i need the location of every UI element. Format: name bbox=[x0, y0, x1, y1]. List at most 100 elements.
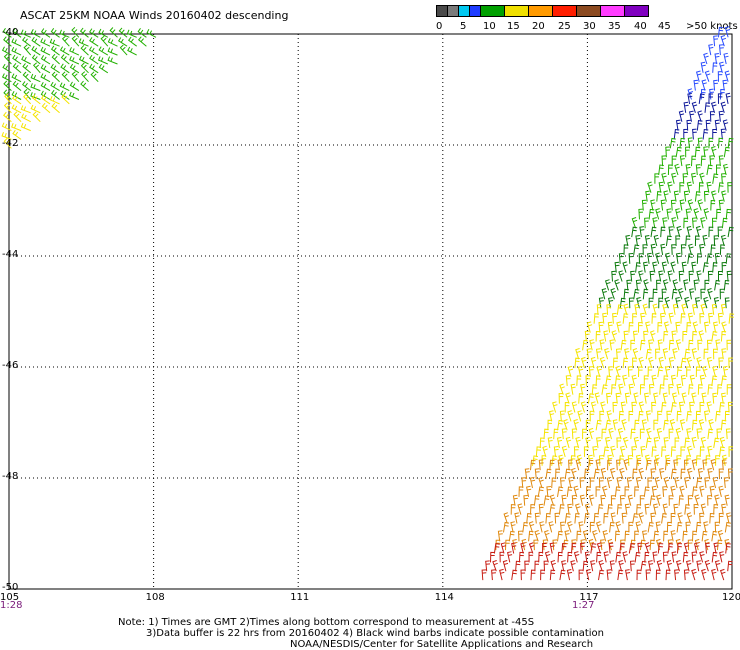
wind-barb bbox=[710, 244, 716, 255]
wind-barb bbox=[127, 46, 137, 56]
wind-barb bbox=[608, 297, 614, 309]
wind-barb bbox=[40, 81, 51, 92]
wind-barb bbox=[652, 303, 658, 315]
wind-barb bbox=[702, 128, 709, 140]
wind-barb bbox=[71, 26, 80, 38]
wind-barb bbox=[632, 468, 638, 480]
wind-barb bbox=[617, 427, 624, 440]
wind-barb bbox=[695, 225, 702, 238]
wind-barb bbox=[699, 313, 705, 324]
wind-barb bbox=[685, 560, 692, 572]
wind-barb bbox=[686, 119, 692, 131]
wind-barb bbox=[719, 88, 725, 100]
wind-barb bbox=[712, 173, 719, 184]
wind-barb bbox=[51, 53, 60, 65]
wind-barb bbox=[713, 504, 719, 515]
wind-barb bbox=[118, 37, 128, 47]
wind-barb bbox=[600, 494, 606, 506]
wind-barb bbox=[620, 339, 627, 351]
wind-barb bbox=[631, 217, 638, 229]
wind-barb bbox=[552, 401, 558, 413]
wind-barb bbox=[593, 468, 600, 480]
wind-barb bbox=[600, 539, 605, 551]
wind-barb bbox=[726, 339, 732, 351]
wind-barb bbox=[598, 560, 604, 572]
wind-barb bbox=[718, 137, 724, 149]
wind-barb bbox=[561, 428, 567, 440]
wind-barb bbox=[575, 348, 581, 360]
wind-barb bbox=[595, 375, 601, 386]
wind-barb bbox=[711, 530, 718, 542]
wind-barb bbox=[703, 521, 709, 533]
wind-barb bbox=[607, 459, 612, 471]
legend-label: 45 bbox=[658, 21, 671, 32]
wind-barb bbox=[585, 419, 591, 431]
wind-barb bbox=[589, 477, 595, 488]
wind-barb bbox=[547, 419, 553, 431]
wind-barb bbox=[518, 551, 525, 563]
wind-barb bbox=[658, 270, 664, 282]
wind-barb bbox=[556, 436, 563, 449]
wind-barb bbox=[727, 401, 733, 413]
wind-barb bbox=[658, 181, 664, 193]
wind-barb bbox=[515, 560, 521, 572]
wind-barb bbox=[40, 28, 51, 38]
legend-label: 20 bbox=[532, 21, 545, 32]
wind-barb bbox=[20, 105, 31, 114]
wind-barb bbox=[598, 477, 604, 489]
wind-barb bbox=[699, 446, 705, 457]
wind-barb bbox=[706, 164, 713, 176]
wind-barb bbox=[634, 551, 641, 563]
wind-barb bbox=[51, 102, 60, 114]
wind-barb bbox=[718, 155, 724, 167]
wind-barb bbox=[609, 521, 615, 533]
wind-barb bbox=[640, 446, 646, 457]
wind-barb bbox=[570, 383, 576, 395]
wind-barb bbox=[677, 288, 684, 300]
wind-barb bbox=[668, 312, 674, 324]
wind-barb bbox=[655, 521, 661, 533]
wind-barb bbox=[704, 410, 709, 422]
wind-barb bbox=[549, 569, 556, 581]
wind-barb bbox=[31, 94, 41, 105]
wind-barb bbox=[654, 476, 660, 489]
wind-barb bbox=[719, 244, 725, 255]
wind-barb bbox=[606, 392, 611, 404]
wind-barb bbox=[12, 62, 22, 74]
wind-barb bbox=[670, 513, 676, 524]
wind-barb bbox=[549, 494, 556, 506]
wind-barb bbox=[582, 339, 588, 351]
wind-barb bbox=[603, 551, 609, 563]
wind-barb bbox=[693, 504, 699, 515]
wind-barb bbox=[559, 477, 565, 489]
wind-barb bbox=[675, 252, 681, 264]
wind-barb bbox=[691, 459, 697, 471]
wind-barb bbox=[727, 137, 734, 149]
wind-barb bbox=[118, 27, 128, 38]
wind-barb bbox=[603, 512, 609, 524]
wind-barb bbox=[633, 436, 640, 449]
wind-barb bbox=[695, 477, 702, 489]
wind-barb bbox=[691, 101, 698, 113]
wind-barb bbox=[701, 79, 707, 91]
wind-barb bbox=[11, 46, 22, 56]
wind-barb bbox=[137, 28, 147, 38]
wind-barb bbox=[524, 560, 530, 572]
wind-barb bbox=[50, 81, 60, 92]
wind-barb bbox=[588, 366, 594, 378]
wind-barb bbox=[635, 235, 641, 247]
wind-barb bbox=[661, 446, 667, 457]
wind-barb bbox=[573, 446, 579, 457]
wind-barb bbox=[590, 560, 596, 572]
wind-barb bbox=[656, 560, 663, 572]
wind-barb bbox=[595, 419, 602, 431]
wind-barb bbox=[89, 28, 99, 38]
wind-barb bbox=[694, 146, 701, 158]
wind-barb bbox=[718, 485, 724, 498]
wind-barb bbox=[645, 321, 651, 333]
wind-barb bbox=[675, 235, 680, 247]
wind-barb bbox=[100, 35, 109, 47]
wind-barb bbox=[641, 419, 647, 431]
wind-barb bbox=[119, 44, 128, 56]
wind-barb bbox=[648, 297, 654, 309]
